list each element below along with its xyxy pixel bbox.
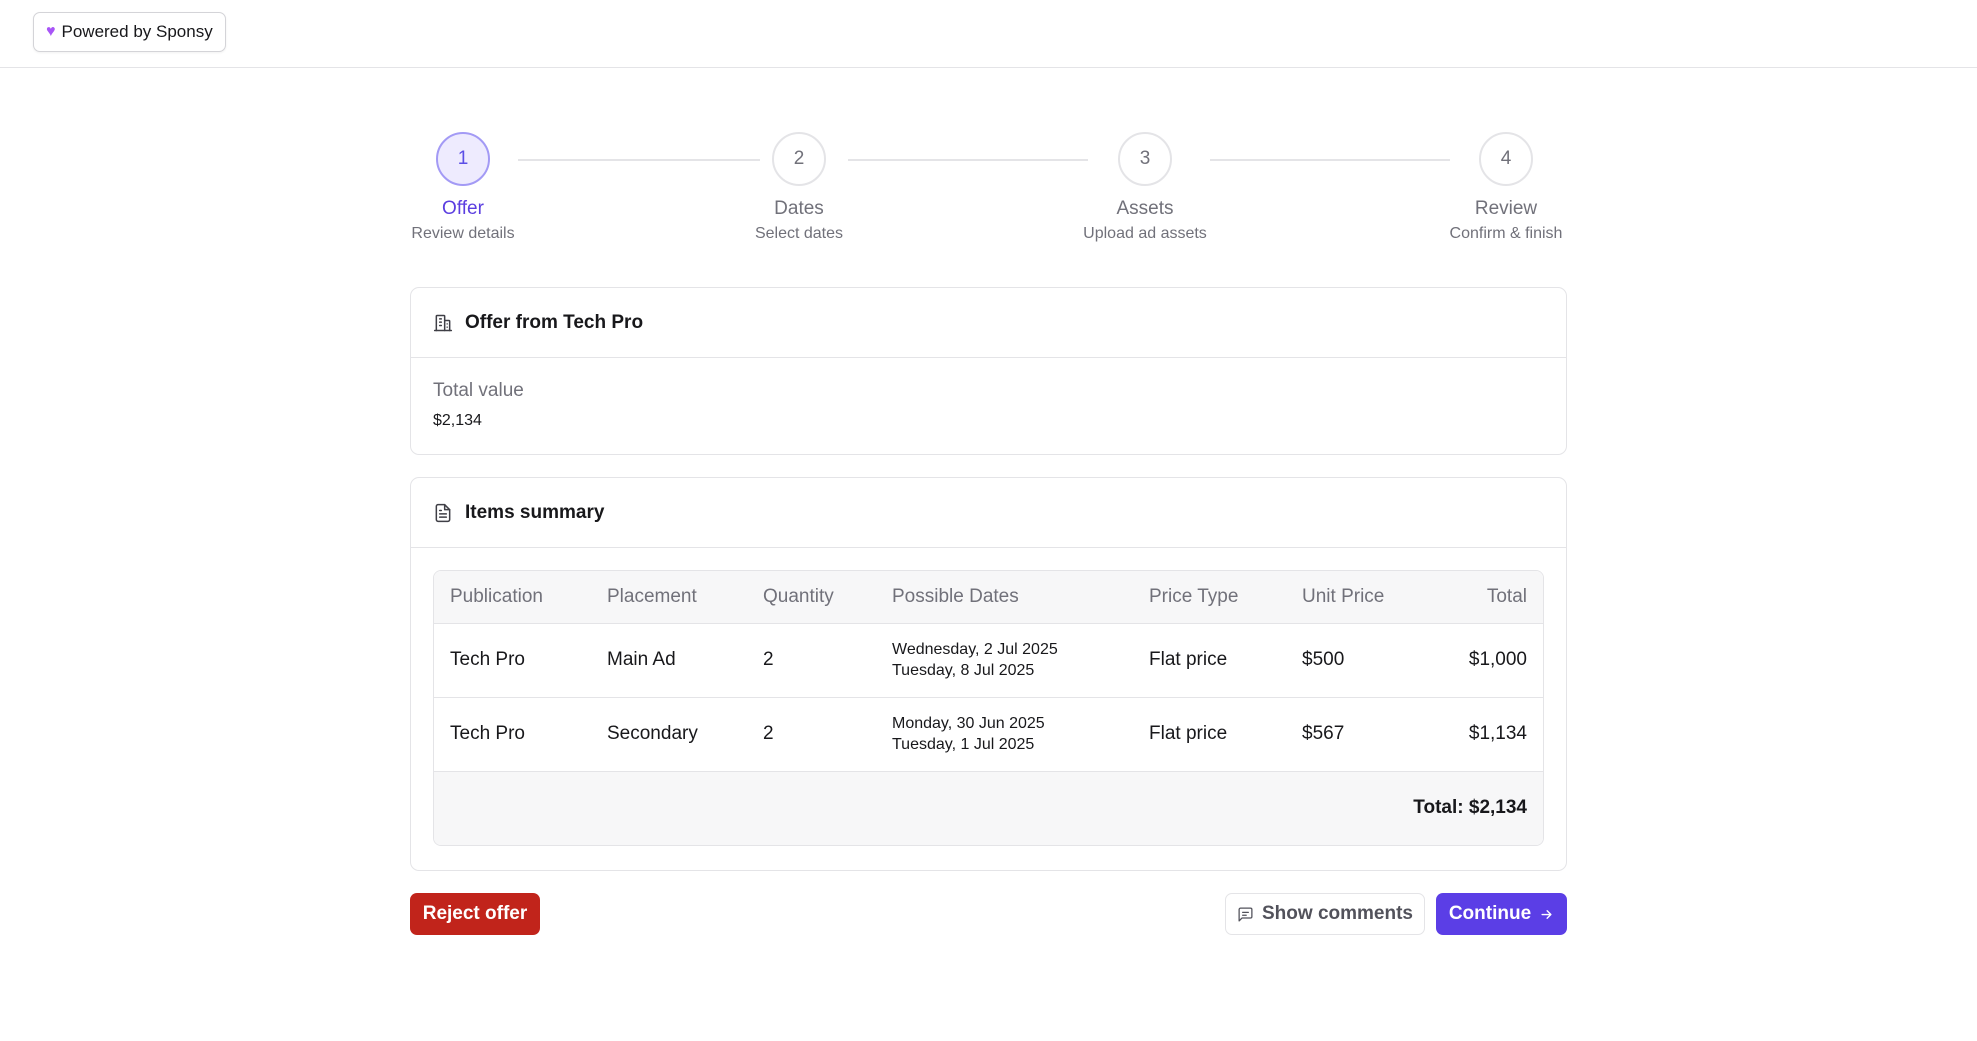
unit-price-cell: $567 <box>1286 697 1429 772</box>
arrow-right-icon <box>1541 909 1552 919</box>
column-header: Total <box>1429 571 1543 624</box>
column-header: Unit Price <box>1286 571 1429 624</box>
placement-cell: Secondary <box>591 697 747 772</box>
step-connector <box>848 159 1088 161</box>
price-type-cell: Flat price <box>1133 697 1286 772</box>
step-title: Offer <box>442 198 484 219</box>
offer-body: Total value $2,134 <box>411 358 1566 452</box>
publication-cell: Tech Pro <box>434 623 591 698</box>
reject-offer-label: Reject offer <box>422 903 528 924</box>
reject-offer-button[interactable]: Reject offer <box>410 893 540 935</box>
step-number-badge: 3 <box>1118 132 1172 186</box>
document-icon <box>435 503 451 522</box>
placement-cell: Main Ad <box>591 623 747 698</box>
column-header: Possible Dates <box>876 571 1133 624</box>
column-header: Quantity <box>747 571 876 624</box>
column-header: Placement <box>591 571 747 624</box>
dates-cell: Monday, 30 Jun 2025 Tuesday, 1 Jul 2025 <box>876 697 1133 772</box>
row-total-cell: $1,000 <box>1429 623 1543 698</box>
date-line: Wednesday, 2 Jul 2025 <box>892 641 1058 658</box>
powered-by-label: Powered by Sponsy <box>61 22 213 41</box>
continue-button[interactable]: Continue <box>1436 893 1567 935</box>
step-assets[interactable]: 3 Assets Upload ad assets <box>1045 132 1245 243</box>
price-type-cell: Flat price <box>1133 623 1286 698</box>
table-header-row: Publication Placement Quantity Possible … <box>434 571 1543 624</box>
powered-by-badge[interactable]: ♥ Powered by Sponsy <box>33 12 226 52</box>
show-comments-button[interactable]: Show comments <box>1225 893 1425 935</box>
step-subtitle: Upload ad assets <box>1083 225 1207 242</box>
purple-heart-icon: ♥ <box>46 23 56 40</box>
step-offer[interactable]: 1 Offer Review details <box>363 132 563 243</box>
step-subtitle: Review details <box>411 225 515 242</box>
dates-cell: Wednesday, 2 Jul 2025 Tuesday, 8 Jul 202… <box>876 623 1133 698</box>
show-comments-label: Show comments <box>1262 903 1413 924</box>
continue-label: Continue <box>1448 903 1532 924</box>
offer-title: Offer from Tech Pro <box>465 311 644 333</box>
step-title: Assets <box>1116 198 1174 219</box>
date-line: Tuesday, 8 Jul 2025 <box>892 662 1035 679</box>
step-title: Review <box>1474 198 1538 219</box>
quantity-cell: 2 <box>747 623 876 698</box>
quantity-cell: 2 <box>747 697 876 772</box>
step-subtitle: Select dates <box>754 225 844 242</box>
column-header: Price Type <box>1133 571 1286 624</box>
offer-card: Offer from Tech Pro Total value $2,134 <box>410 287 1567 455</box>
message-square-icon <box>1238 906 1253 922</box>
step-number-badge: 2 <box>772 132 826 186</box>
table-row: Tech Pro Main Ad 2 Wednesday, 2 Jul 2025… <box>434 623 1543 698</box>
step-review[interactable]: 4 Review Confirm & finish <box>1406 132 1606 243</box>
grand-total-row: Total: $2,134 <box>434 771 1543 845</box>
step-number-badge: 1 <box>436 132 490 186</box>
total-value-label: Total value <box>433 380 524 401</box>
items-table-container: Publication Placement Quantity Possible … <box>433 570 1544 846</box>
publication-cell: Tech Pro <box>434 697 591 772</box>
step-subtitle: Confirm & finish <box>1449 225 1563 242</box>
step-dates[interactable]: 2 Dates Select dates <box>699 132 899 243</box>
top-bar: ♥ Powered by Sponsy <box>0 0 1977 68</box>
row-total-cell: $1,134 <box>1429 697 1543 772</box>
step-connector <box>518 159 760 161</box>
table-row: Tech Pro Secondary 2 Monday, 30 Jun 2025… <box>434 697 1543 772</box>
date-line: Tuesday, 1 Jul 2025 <box>892 736 1035 753</box>
column-header: Publication <box>434 571 591 624</box>
items-summary-card: Items summary Publication Placement Quan… <box>410 477 1567 871</box>
building-icon <box>433 314 453 331</box>
items-summary-title: Items summary <box>465 501 605 523</box>
total-value-amount: $2,134 <box>433 412 482 429</box>
date-line: Monday, 30 Jun 2025 <box>892 715 1045 732</box>
step-title: Dates <box>774 198 824 219</box>
items-table: Publication Placement Quantity Possible … <box>434 571 1543 845</box>
items-summary-header: Items summary <box>411 478 1566 548</box>
offer-card-header: Offer from Tech Pro <box>411 288 1566 358</box>
step-number-badge: 4 <box>1479 132 1533 186</box>
unit-price-cell: $500 <box>1286 623 1429 698</box>
grand-total: Total: $2,134 <box>1413 797 1527 819</box>
step-connector <box>1210 159 1450 161</box>
progress-stepper: 1 Offer Review details 2 Dates Select da… <box>408 132 1568 252</box>
